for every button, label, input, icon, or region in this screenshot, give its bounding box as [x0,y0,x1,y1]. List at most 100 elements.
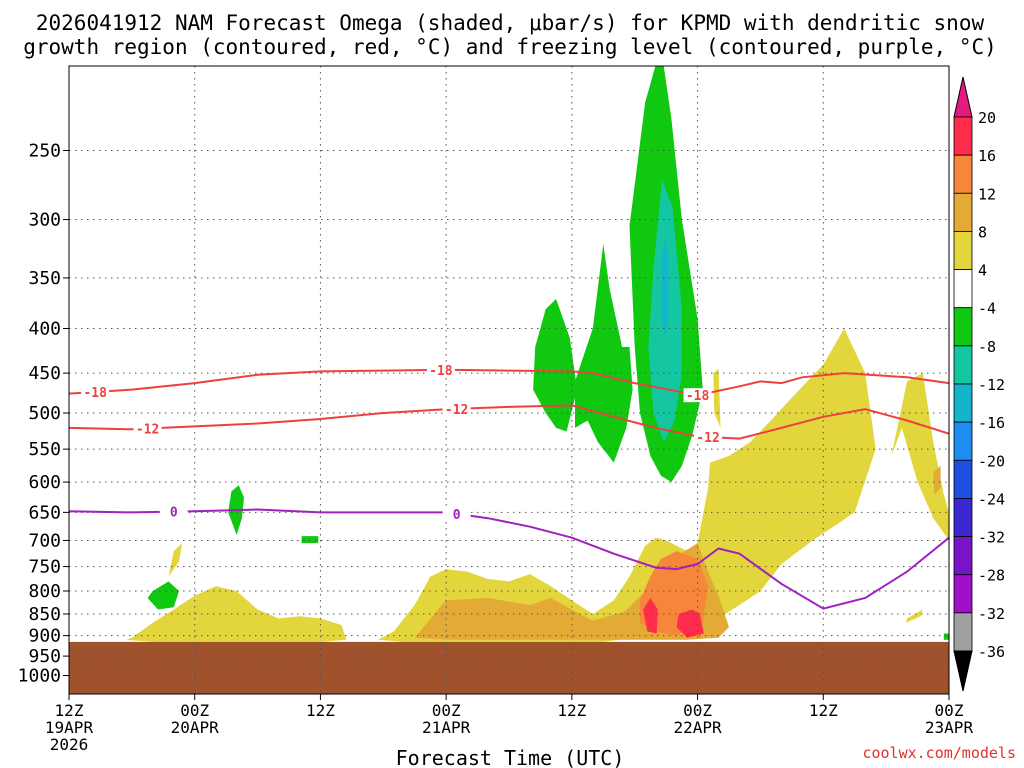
y-tick-label-400: 400 [28,319,61,340]
omega-region--8 [533,299,578,432]
colorbar-swatch-0 [953,116,973,156]
omega-region--16 [662,238,669,338]
omega-region-8 [126,586,347,642]
x-tick-label-0-0: 12Z [55,701,84,720]
y-tick-label-750: 750 [28,557,61,578]
colorbar-swatch-13 [953,612,973,652]
x-tick-label-36-1: 21APR [422,718,471,737]
x-axis-label: Forecast Time (UTC) [396,746,625,768]
temperature-contours [69,368,949,610]
x-tick-label-84-0: 00Z [935,701,964,720]
colorbar-swatch-4 [953,269,973,309]
colorbar-bottom-arrow [953,650,973,692]
colorbar-swatch-11 [953,536,973,576]
colorbar-swatch-9 [953,459,973,499]
dgz-label--12-bg [694,430,723,445]
colorbar-label-7: -12 [978,376,1005,394]
colorbar-label-4: 4 [978,262,987,280]
freezing-label-bg [159,504,188,519]
dgz-label--18-bg [683,388,712,403]
y-tick-label-300: 300 [28,210,61,231]
dgz-contour--12 [69,404,949,440]
y-tick-label-500: 500 [28,403,61,424]
plot-gridlines [69,66,949,694]
colorbar-label-12: -28 [978,567,1005,585]
x-tick-label-12-1: 20APR [171,718,220,737]
y-tick-label-700: 700 [28,530,61,551]
colorbar-swatch-1 [953,154,973,194]
x-tick-label-60-1: 22APR [673,718,722,737]
contour-labels: -18 -18 -18 -12 -12 -12 0 0 [81,362,723,523]
y-tick-label-250: 250 [28,141,61,162]
x-tick-label-84-1: 23APR [925,718,974,737]
x-tick-label-72-0: 12Z [809,701,838,720]
colorbar-swatch-2 [953,192,973,232]
x-tick-label-0-2: 2026 [50,735,89,754]
chart-title-line1: 2026041912 NAM Forecast Omega (shaded, μ… [36,11,985,35]
colorbar-label-9: -20 [978,452,1005,470]
y-tick-label-450: 450 [28,363,61,384]
freezing-label: 0 [453,508,461,523]
freezing-label: 0 [170,506,178,521]
x-tick-label-60-0: 00Z [683,701,712,720]
y-tick-label-550: 550 [28,439,61,460]
freezing-level-contour [69,508,949,610]
credit-text: coolwx.com/models [862,744,1016,762]
dgz-label--12-bg [442,401,471,416]
dgz-label--12-bg [133,421,162,436]
y-tick-label-950: 950 [28,646,61,667]
y-tick-label-650: 650 [28,502,61,523]
colorbar-label-0: 20 [978,109,996,127]
dgz-contour--18 [69,368,949,397]
omega-region-12 [933,465,941,495]
colorbar-top-arrow [953,76,973,118]
colorbar-swatch-7 [953,383,973,423]
pressure-axis: 2503003504004505005506006507007508008509… [18,141,69,687]
colorbar-swatch-3 [953,231,973,270]
omega-region-8 [891,373,949,541]
colorbar-label-8: -16 [978,414,1005,432]
chart-title-line2: growth region (contoured, red, °C) and f… [23,35,997,59]
omega-region--8 [147,581,179,610]
dgz-label--18: -18 [429,364,453,379]
y-tick-label-800: 800 [28,581,61,602]
dgz-label--18: -18 [83,386,107,401]
omega-shading-layer [126,66,949,642]
colorbar-swatch-5 [953,307,973,347]
dgz-label--18-bg [81,384,110,399]
colorbar-label-10: -24 [978,490,1005,508]
omega-region--8 [301,536,319,544]
y-tick-label-600: 600 [28,472,61,493]
dgz-label--18: -18 [686,389,710,404]
dgz-label--12: -12 [696,431,719,446]
terrain-block [69,641,949,694]
omega-region-8 [906,609,923,623]
omega-region-20 [643,598,658,634]
colorbar-label-14: -36 [978,643,1005,661]
y-tick-label-350: 350 [28,268,61,289]
y-tick-label-1000: 1000 [18,666,61,687]
colorbar-label-5: -4 [978,300,996,318]
omega-region-8 [378,328,876,642]
dgz-label--12: -12 [445,403,468,418]
x-tick-label-36-0: 00Z [432,701,461,720]
colorbar-label-1: 16 [978,147,996,165]
freezing-label-bg [442,506,471,521]
colorbar-label-3: 8 [978,223,987,241]
dgz-label--12: -12 [136,423,159,438]
colorbar-label-11: -32 [978,529,1005,547]
x-tick-label-24-0: 12Z [306,701,335,720]
colorbar: 20 16 12 8 4 -4 -8 -12 -16 -20 -24 -32 -28 -32 -36 [953,76,1005,692]
x-tick-label-0-1: 19APR [45,718,94,737]
omega-region--8 [943,633,949,640]
colorbar-swatch-10 [953,498,973,537]
x-tick-label-48-0: 12Z [557,701,586,720]
colorbar-swatch-8 [953,421,973,461]
colorbar-label-6: -8 [978,338,996,356]
dgz-label--18-bg [426,362,455,377]
colorbar-label-13: -32 [978,605,1005,623]
colorbar-swatch-12 [953,574,973,614]
plot-frame [68,65,950,695]
